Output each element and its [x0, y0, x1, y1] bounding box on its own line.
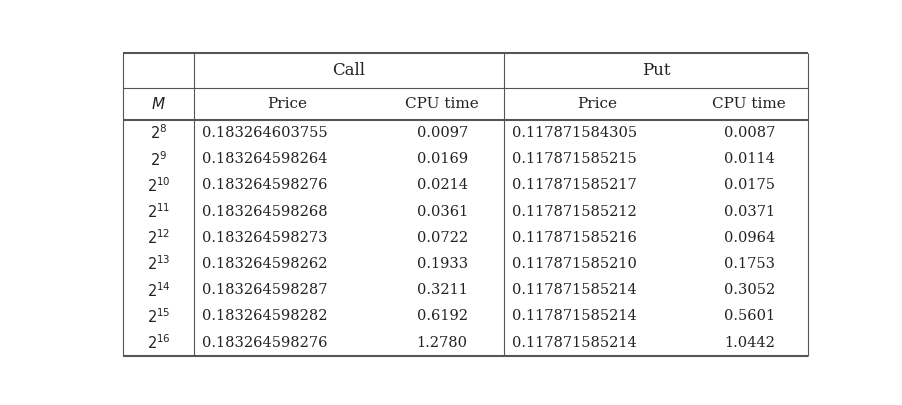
Text: 0.183264598273: 0.183264598273	[202, 231, 327, 245]
Text: 0.117871585214: 0.117871585214	[512, 336, 637, 350]
Text: Price: Price	[267, 97, 308, 111]
Text: 0.3052: 0.3052	[723, 283, 775, 297]
Text: 0.183264598282: 0.183264598282	[202, 309, 327, 324]
Text: $M$: $M$	[152, 96, 166, 112]
Text: 0.5601: 0.5601	[723, 309, 775, 324]
Text: 0.117871585215: 0.117871585215	[512, 152, 637, 166]
Text: 0.183264598276: 0.183264598276	[202, 178, 327, 192]
Text: 0.117871584305: 0.117871584305	[512, 126, 637, 140]
Text: 0.0087: 0.0087	[723, 126, 775, 140]
Text: 0.117871585217: 0.117871585217	[512, 178, 637, 192]
Text: $2^{10}$: $2^{10}$	[147, 176, 170, 195]
Text: 0.0361: 0.0361	[417, 205, 468, 219]
Text: 0.0169: 0.0169	[417, 152, 468, 166]
Text: 0.183264598262: 0.183264598262	[202, 257, 327, 271]
Text: 0.0722: 0.0722	[417, 231, 468, 245]
Text: 0.117871585212: 0.117871585212	[512, 205, 637, 219]
Text: 0.183264603755: 0.183264603755	[202, 126, 327, 140]
Text: Price: Price	[577, 97, 617, 111]
Text: 0.0175: 0.0175	[723, 178, 775, 192]
Text: 0.183264598287: 0.183264598287	[202, 283, 327, 297]
Text: 1.0442: 1.0442	[724, 336, 775, 350]
Text: $2^{8}$: $2^{8}$	[150, 124, 167, 142]
Text: 0.0371: 0.0371	[723, 205, 775, 219]
Text: $2^{12}$: $2^{12}$	[147, 228, 170, 247]
Text: 0.3211: 0.3211	[417, 283, 467, 297]
Text: 0.183264598276: 0.183264598276	[202, 336, 327, 350]
Text: 0.0964: 0.0964	[723, 231, 775, 245]
Text: Call: Call	[333, 62, 365, 79]
Text: $2^{9}$: $2^{9}$	[150, 150, 167, 168]
Text: $2^{11}$: $2^{11}$	[147, 202, 170, 221]
Text: 0.0214: 0.0214	[417, 178, 467, 192]
Text: 0.183264598264: 0.183264598264	[202, 152, 327, 166]
Text: 0.117871585210: 0.117871585210	[512, 257, 637, 271]
Text: 0.0114: 0.0114	[724, 152, 775, 166]
Text: 0.183264598268: 0.183264598268	[202, 205, 327, 219]
Text: Put: Put	[642, 62, 670, 79]
Text: 0.117871585216: 0.117871585216	[512, 231, 637, 245]
Text: CPU time: CPU time	[405, 97, 479, 111]
Text: $2^{16}$: $2^{16}$	[147, 333, 170, 352]
Text: 0.117871585214: 0.117871585214	[512, 283, 637, 297]
Text: 0.6192: 0.6192	[417, 309, 467, 324]
Text: 0.0097: 0.0097	[417, 126, 468, 140]
Text: $2^{14}$: $2^{14}$	[147, 281, 170, 300]
Text: 0.1933: 0.1933	[417, 257, 468, 271]
Text: 1.2780: 1.2780	[417, 336, 467, 350]
Text: 0.1753: 0.1753	[723, 257, 775, 271]
Text: 0.117871585214: 0.117871585214	[512, 309, 637, 324]
Text: CPU time: CPU time	[713, 97, 787, 111]
Text: $2^{13}$: $2^{13}$	[147, 255, 170, 273]
Text: $2^{15}$: $2^{15}$	[147, 307, 170, 326]
